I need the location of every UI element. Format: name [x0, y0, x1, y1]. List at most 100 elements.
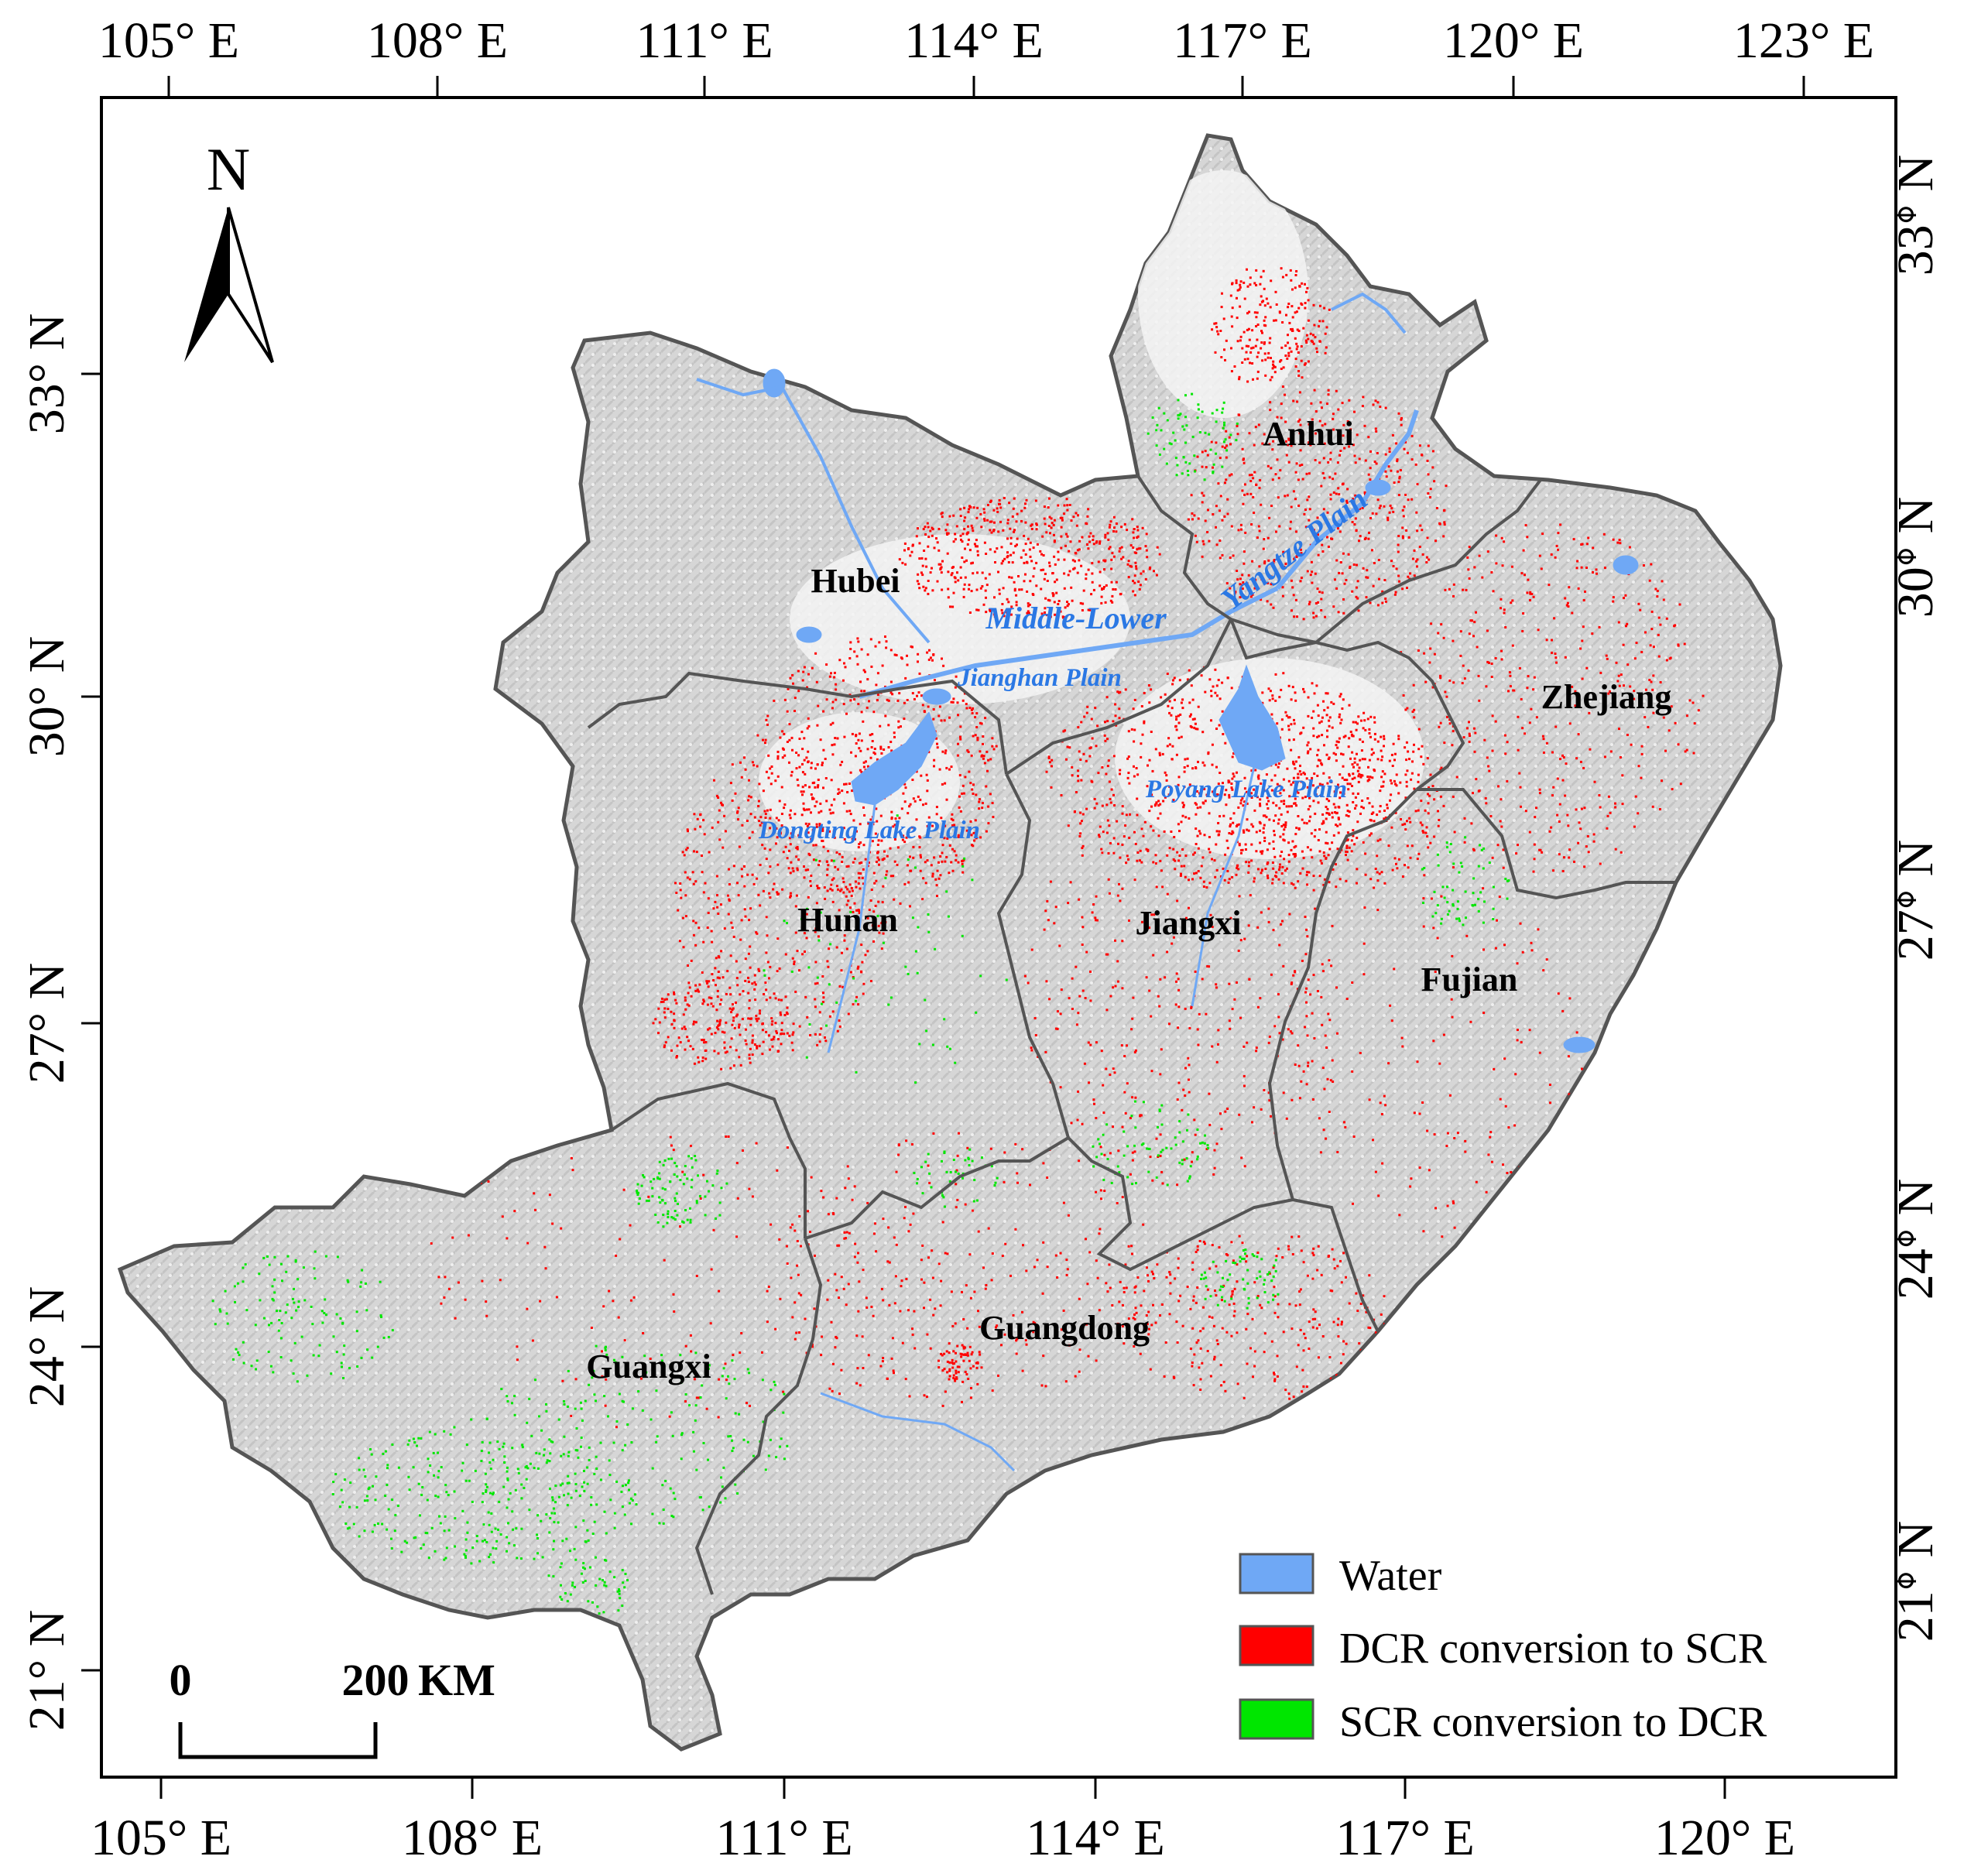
dcr-to-scr-pixel: [1270, 603, 1273, 606]
dcr-to-scr-pixel: [1092, 543, 1095, 546]
dcr-to-scr-pixel: [749, 945, 752, 948]
dcr-to-scr-pixel: [835, 946, 838, 949]
dcr-to-scr-pixel: [1231, 788, 1234, 791]
dcr-to-scr-pixel: [1172, 936, 1175, 939]
dcr-to-scr-pixel: [1387, 465, 1390, 468]
dcr-to-scr-pixel: [1526, 591, 1529, 594]
dcr-to-scr-pixel: [1452, 866, 1455, 869]
dcr-to-scr-pixel: [1400, 416, 1403, 420]
dcr-to-scr-pixel: [1336, 786, 1339, 789]
dcr-to-scr-pixel: [1141, 733, 1144, 736]
dcr-to-scr-pixel: [1222, 317, 1225, 320]
dcr-to-scr-pixel: [1219, 1364, 1222, 1367]
dcr-to-scr-pixel: [987, 805, 990, 808]
dcr-to-scr-pixel: [1372, 403, 1375, 406]
dcr-to-scr-pixel: [1123, 1342, 1126, 1345]
dcr-to-scr-pixel: [1053, 539, 1056, 543]
dcr-to-scr-pixel: [1269, 401, 1272, 404]
dcr-to-scr-pixel: [481, 1279, 484, 1283]
dcr-to-scr-pixel: [764, 813, 767, 816]
dcr-to-scr-pixel: [1325, 797, 1328, 800]
dcr-to-scr-pixel: [1321, 320, 1325, 323]
dcr-to-scr-pixel: [758, 783, 761, 786]
dcr-to-scr-pixel: [689, 1334, 692, 1337]
dcr-to-scr-pixel: [856, 663, 859, 666]
dcr-to-scr-pixel: [1490, 676, 1493, 678]
dcr-to-scr-pixel: [1148, 926, 1151, 930]
dcr-to-scr-pixel: [1156, 1263, 1159, 1266]
dcr-to-scr-pixel: [756, 877, 759, 880]
dcr-to-scr-pixel: [1389, 504, 1392, 507]
dcr-to-scr-pixel: [1208, 812, 1211, 815]
dcr-to-scr-pixel: [791, 1049, 794, 1052]
dcr-to-scr-pixel: [792, 1031, 795, 1034]
dcr-to-scr-pixel: [1374, 1331, 1377, 1334]
dcr-to-scr-pixel: [1616, 680, 1620, 683]
dcr-to-scr-pixel: [1132, 996, 1135, 999]
dcr-to-scr-pixel: [1422, 1230, 1425, 1233]
dcr-to-scr-pixel: [1270, 467, 1273, 470]
dcr-to-scr-pixel: [1272, 848, 1275, 850]
dcr-to-scr-pixel: [1361, 758, 1364, 761]
dcr-to-scr-pixel: [1272, 562, 1275, 565]
dcr-to-scr-pixel: [1345, 502, 1349, 504]
dcr-to-scr-pixel: [1211, 858, 1213, 861]
dcr-to-scr-pixel: [1426, 459, 1429, 462]
dcr-to-scr-pixel: [1177, 783, 1180, 786]
dcr-to-scr-pixel: [1629, 685, 1632, 688]
dcr-to-scr-pixel: [944, 1390, 947, 1393]
dcr-to-scr-pixel: [845, 865, 848, 868]
dcr-to-scr-pixel: [815, 825, 818, 828]
dcr-to-scr-pixel: [984, 717, 987, 720]
dcr-to-scr-pixel: [1236, 781, 1239, 784]
dcr-to-scr-pixel: [889, 691, 893, 694]
dcr-to-scr-pixel: [860, 944, 863, 947]
dcr-to-scr-pixel: [825, 698, 828, 701]
dcr-to-scr-pixel: [1267, 1041, 1270, 1044]
dcr-to-scr-pixel: [975, 588, 979, 591]
dcr-to-scr-pixel: [1087, 568, 1090, 571]
dcr-to-scr-pixel: [1252, 378, 1254, 381]
dcr-to-scr-pixel: [1337, 831, 1340, 834]
dcr-to-scr-pixel: [804, 772, 807, 776]
dcr-to-scr-pixel: [1002, 560, 1005, 563]
dcr-to-scr-pixel: [1140, 742, 1143, 745]
dcr-to-scr-pixel: [797, 834, 800, 837]
dcr-to-scr-pixel: [1351, 763, 1354, 766]
dcr-to-scr-pixel: [1068, 570, 1071, 573]
dcr-to-scr-pixel: [1639, 608, 1642, 611]
dcr-to-scr-pixel: [1287, 728, 1290, 731]
dcr-to-scr-pixel: [1345, 499, 1349, 502]
dcr-to-scr-pixel: [1362, 727, 1365, 730]
dcr-to-scr-pixel: [1251, 593, 1254, 596]
dcr-to-scr-pixel: [1354, 461, 1357, 464]
dcr-to-scr-pixel: [1427, 444, 1430, 447]
dcr-to-scr-pixel: [763, 847, 766, 850]
dcr-to-scr-pixel: [976, 571, 979, 574]
dcr-to-scr-pixel: [1619, 542, 1622, 545]
dcr-to-scr-pixel: [1266, 356, 1270, 359]
dcr-to-scr-pixel: [1064, 729, 1067, 732]
dcr-to-scr-pixel: [927, 545, 930, 548]
dcr-to-scr-pixel: [1236, 867, 1239, 869]
dcr-to-scr-pixel: [1025, 498, 1028, 502]
dcr-to-scr-pixel: [991, 1252, 994, 1255]
dcr-to-scr-pixel: [1166, 950, 1169, 954]
dcr-to-scr-pixel: [1499, 820, 1502, 823]
dcr-to-scr-pixel: [993, 521, 996, 524]
dcr-to-scr-pixel: [824, 1039, 828, 1043]
dcr-to-scr-pixel: [1379, 789, 1382, 793]
dcr-to-scr-pixel: [801, 793, 804, 796]
dcr-to-scr-pixel: [1072, 515, 1075, 519]
dcr-to-scr-pixel: [1057, 600, 1061, 602]
dcr-to-scr-pixel: [1190, 713, 1192, 716]
dcr-to-scr-pixel: [847, 1283, 850, 1286]
dcr-to-scr-pixel: [601, 1350, 603, 1353]
dcr-to-scr-pixel: [1258, 565, 1261, 568]
dcr-to-scr-pixel: [1280, 800, 1283, 803]
dcr-to-scr-pixel: [1407, 498, 1410, 502]
dcr-to-scr-pixel: [1060, 1328, 1063, 1331]
dcr-to-scr-pixel: [1248, 310, 1251, 313]
dcr-to-scr-pixel: [940, 817, 943, 820]
dcr-to-scr-pixel: [1238, 1113, 1241, 1116]
